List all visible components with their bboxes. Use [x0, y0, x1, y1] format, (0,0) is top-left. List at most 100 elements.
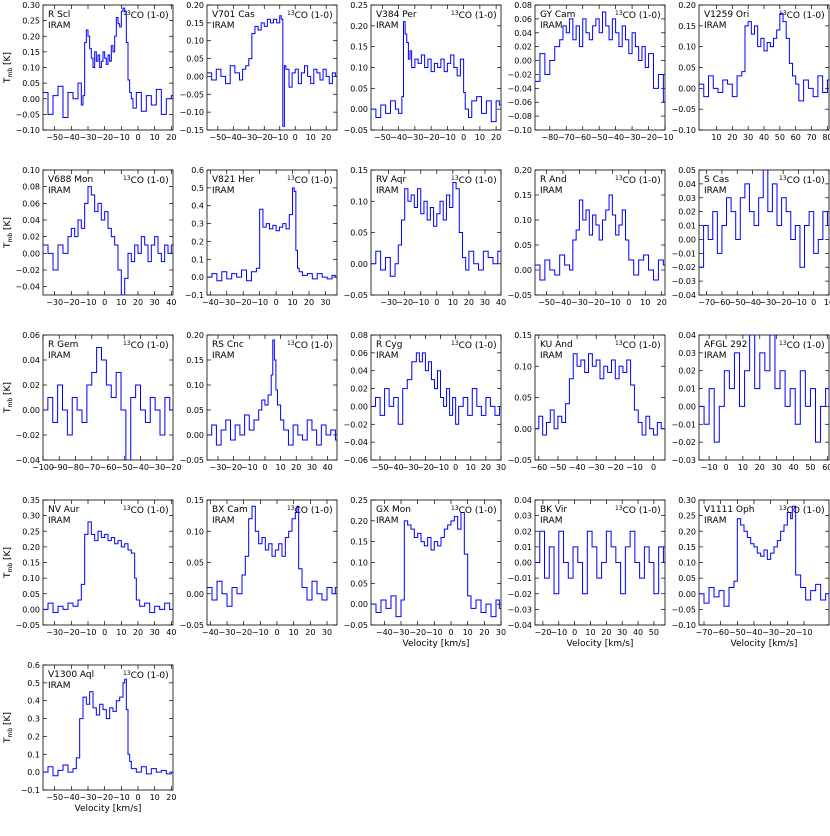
x-tick-label: −20 [775, 298, 792, 307]
y-tick-label: 0.03 [678, 194, 696, 203]
line-label: 13CO (1-0) [451, 505, 497, 516]
spectrum-line [43, 678, 173, 777]
x-tick-label: 50 [775, 133, 785, 142]
x-tick-label: −10 [80, 628, 97, 637]
y-tick-label: 0.25 [22, 527, 40, 536]
x-tick-label: −60 [713, 298, 730, 307]
y-tick-label: −0.05 [15, 110, 40, 119]
y-tick-label: 0.15 [678, 543, 696, 552]
y-tick-label: 0.10 [186, 527, 204, 536]
telescope-label: IRAM [540, 351, 562, 361]
x-tick-label: −10 [252, 628, 269, 637]
y-tick-label: 0.05 [514, 394, 532, 403]
y-tick-label: 0.06 [514, 15, 532, 24]
panel-gy-cam: −80 −70 −60 −50 −40 −30 −20 −10 −0.10 −0.08 −0.06 −… [507, 1, 673, 142]
x-tick-label: 20 [601, 628, 611, 637]
x-tick-label: 40 [633, 628, 643, 637]
spectrum-line [371, 512, 501, 618]
y-tick-label: −0.06 [507, 98, 532, 107]
y-tick-label: 0.10 [514, 216, 532, 225]
x-tick-label: 10 [116, 628, 126, 637]
telescope-label: IRAM [376, 351, 398, 361]
source-name: V688 Mon [48, 175, 93, 185]
telescope-label: IRAM [376, 186, 398, 196]
x-tick-label: 40 [166, 298, 176, 307]
x-tick-label: 20 [479, 628, 489, 637]
spectrum-line [207, 339, 337, 446]
line-label: 13CO (1-0) [287, 175, 333, 186]
y-tick-label: −0.05 [507, 456, 532, 465]
y-tick-label: 0.00 [514, 266, 532, 275]
y-tick-label: 0.20 [22, 543, 40, 552]
telescope-label: IRAM [540, 186, 562, 196]
line-label: 13CO (1-0) [779, 10, 825, 21]
x-tick-label: 10 [287, 298, 297, 307]
y-tick-label: 0.02 [514, 43, 532, 52]
y-tick-label: 0.01 [678, 385, 696, 394]
y-tick-label: 0.05 [678, 166, 696, 175]
x-tick-label: 20 [133, 298, 143, 307]
y-tick-label: 0.00 [186, 590, 204, 599]
telescope-label: IRAM [212, 516, 234, 526]
telescope-label: IRAM [704, 21, 726, 31]
panel-v1111-oph: −70 −60 −50 −40 −30 −20 −10 −0.10 −0.05 0.00 0.05 0… [671, 496, 830, 649]
y-tick-label: −0.10 [179, 108, 204, 117]
y-tick-label: 0.4 [27, 697, 40, 706]
x-tick-label: −20 [409, 628, 426, 637]
y-tick-label: 0.03 [514, 512, 532, 521]
y-tick-label: 0.25 [678, 512, 696, 521]
y-tick-label: −0.04 [15, 456, 40, 465]
x-tick-label: 0 [723, 463, 728, 472]
x-tick-label: −30 [624, 133, 641, 142]
y-tick-label: −0.02 [671, 263, 696, 272]
x-tick-label: −30 [219, 628, 236, 637]
panel-rv-aqr: −30 −20 −10 0 10 20 30 40 −0.05 0.00 0.05 0.10 0.15 R… [343, 166, 506, 307]
x-tick-label: −20 [165, 463, 182, 472]
x-tick-label: 20 [481, 463, 491, 472]
y-tick-label: 0.1 [27, 750, 40, 759]
y-tick-label: −0.02 [343, 420, 368, 429]
y-tick-label: 0.02 [350, 385, 368, 394]
y-tick-label: 0.00 [678, 590, 696, 599]
line-label: 13CO (1-0) [779, 505, 825, 516]
y-tick-label: 0.20 [350, 517, 368, 526]
line-label: 13CO (1-0) [615, 505, 661, 516]
y-tick-label: −0.05 [179, 621, 204, 630]
panel-r-cyg: −50−40−30−20−10 0 10 20 30 −0.06 −0.04 −0.02 0.0… [343, 331, 506, 472]
x-tick-label: −40 [63, 133, 80, 142]
y-tick-label: 0.08 [350, 331, 368, 340]
x-tick-label: −30 [148, 463, 165, 472]
x-axis-title: Velocity [km/s] [403, 639, 470, 649]
x-tick-label: −10 [426, 628, 443, 637]
line-label: 13CO (1-0) [123, 175, 169, 186]
x-tick-label: −10 [657, 133, 674, 142]
panel-r-gem: −100−90 −80 −70 −60 −50 −40 −30 −20 −0.04 −0.02 0.… [3, 331, 181, 472]
x-tick-label: 10 [150, 793, 160, 802]
y-tick-label: 0.04 [678, 180, 696, 189]
source-name: BK Vir [540, 505, 567, 515]
y-tick-label: 0.05 [678, 64, 696, 73]
y-tick-label: 0.5 [191, 184, 204, 193]
y-tick-label: 0.00 [22, 249, 40, 258]
y-tick-label: 0.15 [186, 356, 204, 365]
spectrum-line [43, 521, 173, 613]
y-tick-label: 0.30 [678, 496, 696, 505]
y-tick-label: −0.06 [343, 456, 368, 465]
x-tick-label: 0 [274, 298, 279, 307]
y-tick-label: −0.04 [507, 621, 532, 630]
y-tick-label: 0.3 [191, 220, 204, 229]
y-tick-label: −0.03 [507, 605, 532, 614]
line-label: 13CO (1-0) [123, 670, 169, 681]
x-tick-label: −50 [372, 463, 389, 472]
y-tick-label: 0.10 [350, 64, 368, 73]
x-tick-label: 0 [811, 298, 816, 307]
y-tick-label: 0.20 [350, 22, 368, 31]
x-tick-label: 20 [464, 298, 474, 307]
x-tick-label: −20 [96, 133, 113, 142]
panel-ku-and: −60 −50 −40 −30 −20 −10 0 −0.05 0.00 0.05 0.10 0.15… [507, 331, 666, 472]
y-tick-label: −0.10 [671, 126, 696, 135]
x-tick-label: −20 [607, 463, 624, 472]
x-tick-label: 50 [805, 463, 815, 472]
x-tick-label: −40 [225, 133, 242, 142]
x-tick-label: 20 [291, 463, 301, 472]
